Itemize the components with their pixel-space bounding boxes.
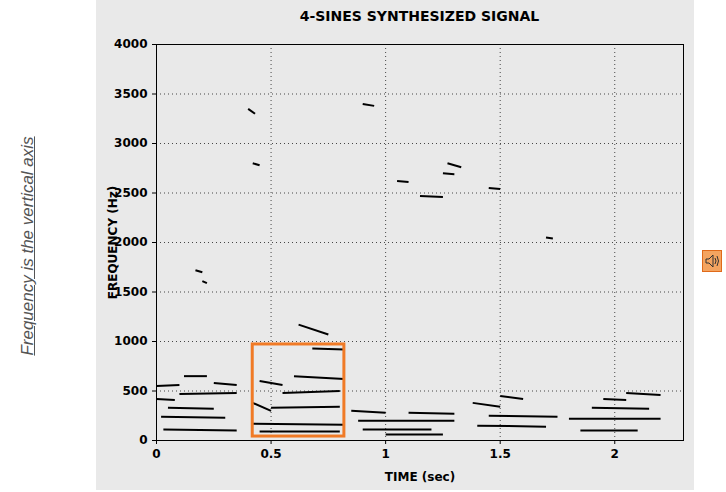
svg-text:1: 1 xyxy=(381,447,389,461)
svg-text:0.5: 0.5 xyxy=(260,447,281,461)
svg-text:0: 0 xyxy=(139,433,147,447)
svg-text:500: 500 xyxy=(122,384,147,398)
svg-text:0: 0 xyxy=(152,447,160,461)
svg-text:TIME (sec): TIME (sec) xyxy=(385,470,455,484)
svg-text:3000: 3000 xyxy=(114,136,147,150)
svg-text:FREQUENCY (Hz): FREQUENCY (Hz) xyxy=(106,186,120,300)
svg-text:1500: 1500 xyxy=(114,284,148,299)
svg-text:4000: 4000 xyxy=(114,37,147,51)
svg-text:2000: 2000 xyxy=(114,235,148,250)
html-text:Frequency is the vertical axis: Frequency is the vertical axis xyxy=(18,136,37,356)
svg-text:3500: 3500 xyxy=(114,87,147,101)
svg-text:2: 2 xyxy=(611,447,619,461)
svg-text:1000: 1000 xyxy=(114,334,147,348)
html-text:4-SINES SYNTHESIZED SIGNAL: 4-SINES SYNTHESIZED SIGNAL xyxy=(299,8,540,24)
svg-text:1.5: 1.5 xyxy=(490,447,511,461)
svg-text:2500: 2500 xyxy=(114,185,148,200)
